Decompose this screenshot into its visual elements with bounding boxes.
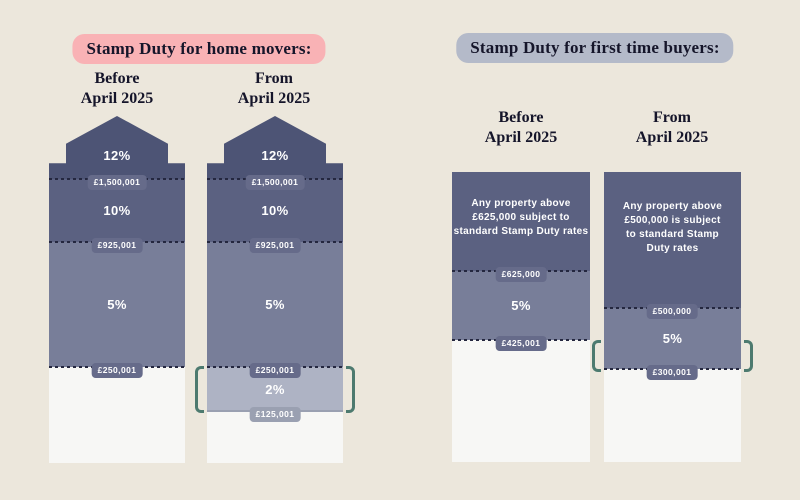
threshold-badge: £500,000 — [646, 304, 698, 319]
threshold-badge: £300,001 — [646, 365, 698, 380]
rate-label: 12% — [103, 147, 131, 163]
header-line-2: April 2025 — [484, 129, 558, 146]
note-line-4: Duty rates — [646, 243, 699, 254]
header-line-1: Before — [498, 109, 544, 126]
rate-label: 10% — [261, 203, 289, 218]
band-0-percent — [452, 340, 590, 462]
home-movers-title-pill: Stamp Duty for home movers: — [72, 34, 326, 64]
first-time-buyers-title: Stamp Duty for first time buyers: — [470, 37, 720, 57]
band-0-percent — [604, 369, 741, 462]
note-line-1: Any property above — [622, 201, 723, 212]
standard-rates-note: Any property above £625,000 subject to s… — [452, 197, 590, 239]
band-12-percent: 12% — [207, 116, 343, 179]
note-line-3: to standard Stamp — [626, 229, 719, 240]
home-movers-title: Stamp Duty for home movers: — [86, 38, 312, 58]
threshold-badge: £1,500,001 — [245, 175, 305, 190]
header-line-2: April 2025 — [237, 90, 311, 107]
rate-label: 5% — [265, 297, 285, 312]
note-line-2: £625,000 subject to — [472, 212, 570, 223]
header-movers-before: Before April 2025 — [47, 69, 187, 109]
threshold-badge: £250,001 — [249, 363, 301, 378]
header-ftb-before: Before April 2025 — [451, 108, 591, 148]
first-time-buyers-title-pill: Stamp Duty for first time buyers: — [456, 33, 734, 63]
header-ftb-after: From April 2025 — [602, 108, 742, 148]
highlight-bracket-left — [592, 340, 601, 372]
highlight-bracket-left — [195, 366, 204, 413]
rate-label: 12% — [261, 147, 289, 163]
rate-label: 10% — [103, 203, 131, 218]
header-line-1: From — [653, 109, 691, 126]
threshold-badge: £925,001 — [249, 238, 301, 253]
rate-label: 5% — [107, 297, 127, 312]
header-line-1: From — [255, 70, 293, 87]
band-5-percent: 5% — [207, 242, 343, 367]
header-line-2: April 2025 — [80, 90, 154, 107]
rate-label: 5% — [662, 331, 683, 346]
threshold-badge: £925,001 — [91, 238, 143, 253]
highlight-bracket-right — [346, 366, 355, 413]
header-line-1: Before — [94, 70, 140, 87]
band-5-percent: 5% — [452, 271, 590, 340]
threshold-badge: £1,500,001 — [87, 175, 147, 190]
threshold-badge: £425,001 — [495, 336, 547, 351]
threshold-badge: £250,001 — [91, 363, 143, 378]
note-line-3: standard Stamp Duty rates — [453, 226, 589, 237]
note-line-1: Any property above — [471, 198, 571, 209]
header-movers-after: From April 2025 — [204, 69, 344, 109]
band-5-percent: 5% — [49, 242, 185, 367]
band-0-percent — [49, 367, 185, 463]
threshold-badge: £125,001 — [249, 407, 301, 422]
band-12-percent: 12% — [49, 116, 185, 179]
highlight-bracket-right — [744, 340, 753, 372]
band-standard-rates — [604, 172, 741, 308]
rate-label: 2% — [265, 381, 285, 397]
standard-rates-note: Any property above £500,000 is subject t… — [604, 200, 741, 256]
note-line-2: £500,000 is subject — [624, 215, 721, 226]
band-standard-rates — [452, 172, 590, 271]
header-line-2: April 2025 — [635, 129, 709, 146]
rate-label: 5% — [511, 298, 531, 313]
threshold-badge: £625,000 — [495, 267, 547, 282]
